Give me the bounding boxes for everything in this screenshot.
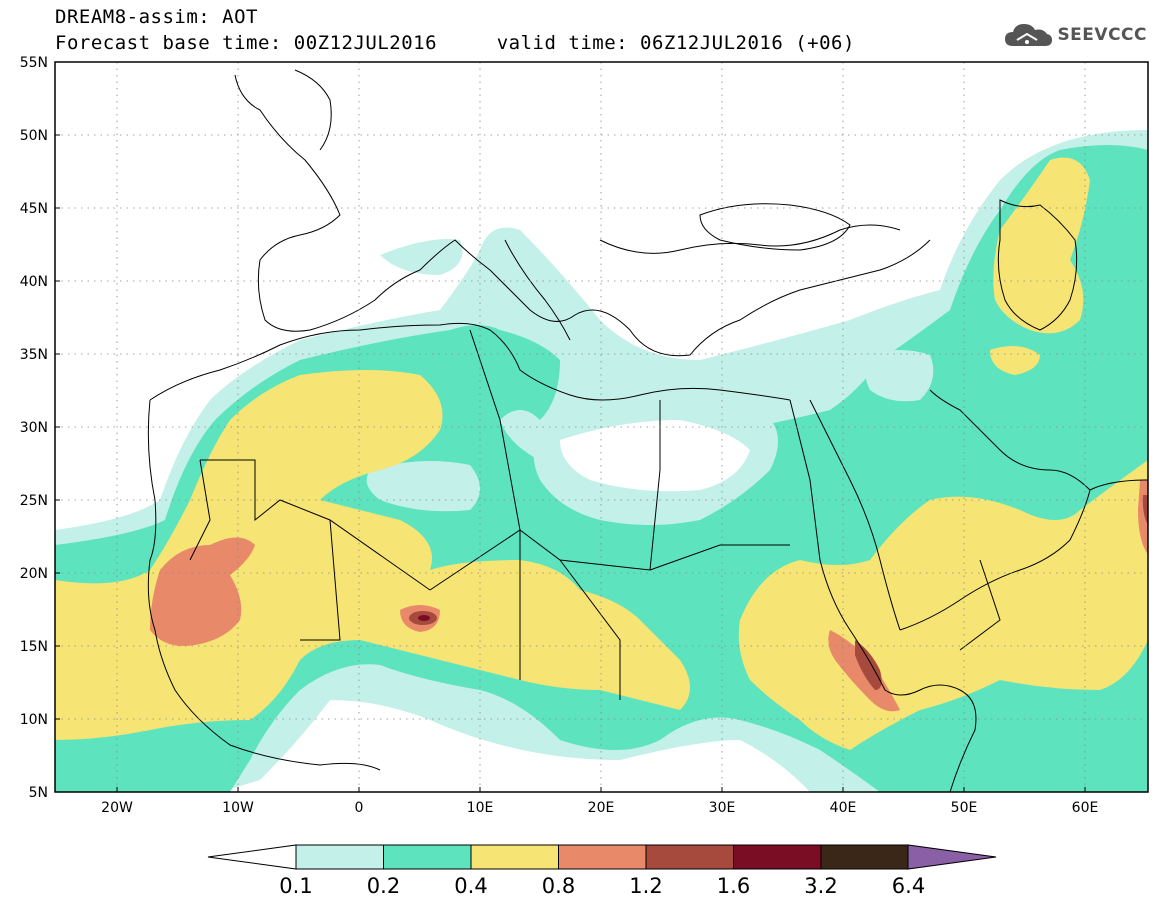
colorbar-box [383, 844, 472, 870]
colorbar-box [558, 844, 647, 870]
lon-label: 20E [588, 800, 615, 816]
lon-label: 20W [101, 800, 133, 816]
colorbar-label: 1.2 [629, 874, 662, 898]
colorbar: 0.1 0.2 0.4 0.8 1.2 1.6 3.2 6.4 [207, 844, 997, 898]
colorbar-label: 3.2 [804, 874, 837, 898]
lon-label: 60E [1072, 800, 1099, 816]
map-title: DREAM8-assim: AOT [55, 6, 258, 28]
colorbar-box [470, 844, 559, 870]
lon-label: 0 [355, 800, 364, 816]
lat-label: 40N [20, 274, 48, 290]
seevccc-logo: SEEVCCC [1003, 20, 1147, 50]
lon-label: 30E [709, 800, 736, 816]
colorbar-label: 0.2 [367, 874, 400, 898]
lat-label: 15N [20, 639, 48, 655]
cloud-icon [1005, 24, 1053, 46]
colorbar-label: 0.8 [542, 874, 575, 898]
lon-label: 10W [222, 800, 254, 816]
colorbar-box [645, 844, 734, 870]
colorbar-label: 1.6 [717, 874, 750, 898]
colorbar-box [295, 844, 384, 870]
colorbar-low-arrow [207, 844, 297, 870]
lat-label: 55N [20, 55, 48, 71]
lat-label: 10N [20, 712, 48, 728]
lat-label: 35N [20, 347, 48, 363]
lat-label: 30N [20, 420, 48, 436]
lon-label: 10E [467, 800, 494, 816]
aot-field [55, 62, 1148, 792]
colorbar-label: 0.1 [279, 874, 312, 898]
lon-label: 50E [951, 800, 978, 816]
colorbar-label: 0.4 [454, 874, 487, 898]
colorbar-box [733, 844, 822, 870]
lat-label: 5N [29, 785, 48, 801]
logo-text: SEEVCCC [1057, 25, 1147, 45]
colorbar-label: 6.4 [892, 874, 925, 898]
lat-label: 50N [20, 128, 48, 144]
coastlines [147, 69, 1148, 792]
colorbar-box [820, 844, 909, 870]
lon-label: 40E [830, 800, 857, 816]
lat-label: 45N [20, 201, 48, 217]
axis-ticks [55, 61, 1086, 792]
lat-label: 25N [20, 493, 48, 509]
lat-label: 20N [20, 566, 48, 582]
grid-lines [55, 62, 1148, 792]
forecast-time-line: Forecast base time: 00Z12JUL2016 valid t… [55, 32, 855, 54]
colorbar-high-arrow [907, 844, 997, 870]
